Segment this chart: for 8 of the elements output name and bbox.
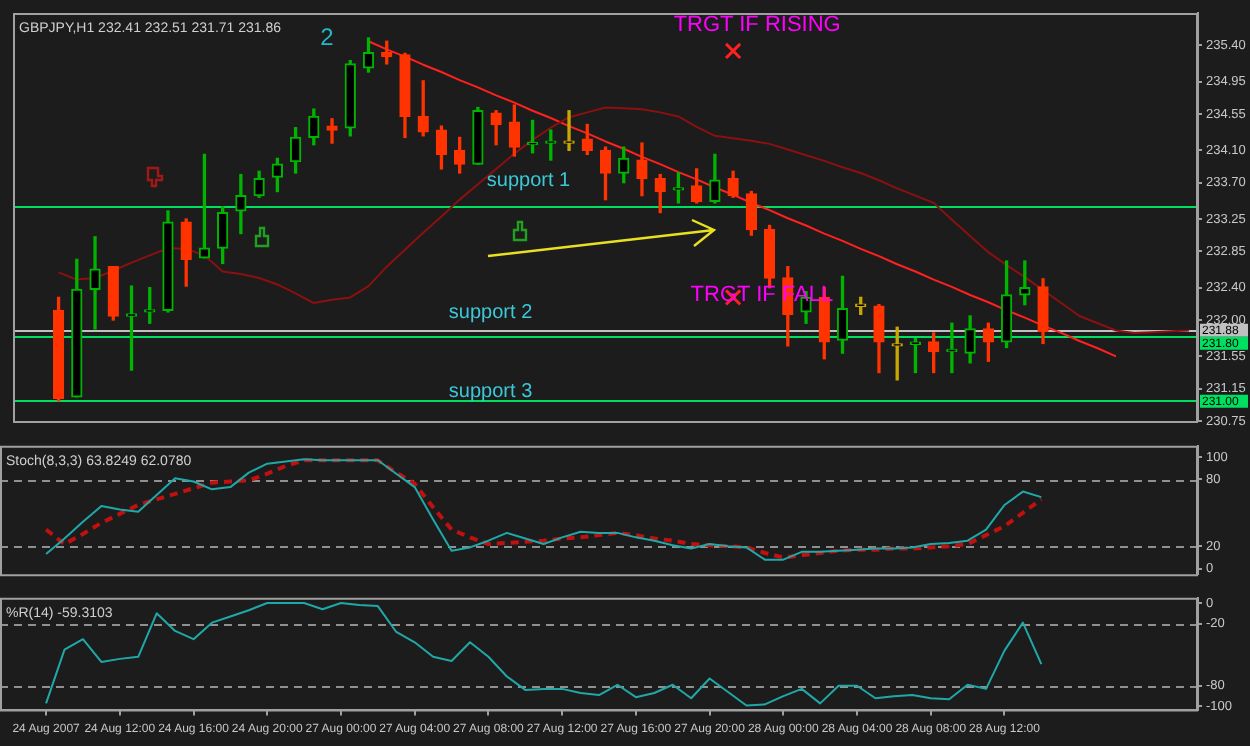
annotation: support 1	[486, 169, 572, 192]
annotation: support 3	[448, 380, 534, 403]
candlestick	[563, 110, 575, 152]
annotation: support 2	[448, 302, 534, 325]
candlestick	[326, 118, 338, 144]
annotation: TRGT IF RISING	[673, 13, 841, 38]
candlestick	[89, 236, 101, 330]
annotation: 2	[320, 22, 335, 51]
